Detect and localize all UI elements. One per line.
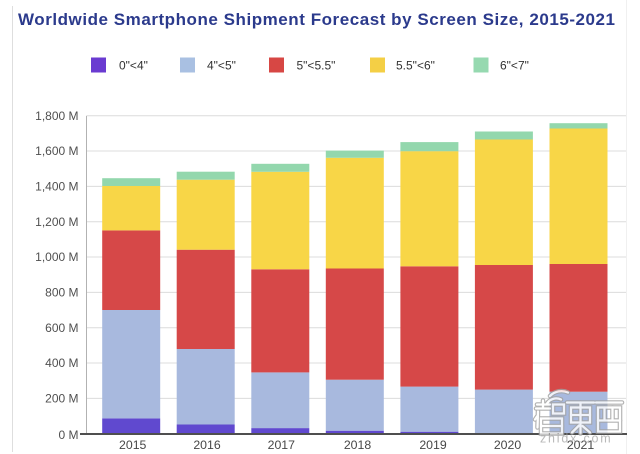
- svg-text:Worldwide Smartphone Shipment: Worldwide Smartphone Shipment Forecast b…: [18, 10, 615, 29]
- svg-text:1,800 M: 1,800 M: [35, 109, 78, 123]
- svg-text:200 M: 200 M: [45, 392, 78, 406]
- svg-text:400 M: 400 M: [45, 356, 78, 370]
- svg-text:2021: 2021: [567, 438, 595, 452]
- svg-text:1,400 M: 1,400 M: [35, 180, 78, 194]
- svg-text:0"<4": 0"<4": [119, 59, 148, 73]
- svg-text:2019: 2019: [419, 438, 447, 452]
- svg-text:600 M: 600 M: [45, 321, 78, 335]
- svg-text:4"<5": 4"<5": [207, 59, 236, 73]
- svg-text:1,600 M: 1,600 M: [35, 144, 78, 158]
- svg-text:800 M: 800 M: [45, 286, 78, 300]
- svg-text:6"<7": 6"<7": [500, 59, 529, 73]
- svg-text:2016: 2016: [193, 438, 221, 452]
- svg-text:5"<5.5": 5"<5.5": [297, 59, 336, 73]
- svg-text:2015: 2015: [119, 438, 147, 452]
- svg-text:5.5"<6": 5.5"<6": [396, 59, 435, 73]
- svg-text:1,000 M: 1,000 M: [35, 250, 78, 264]
- svg-text:zhidx.com: zhidx.com: [540, 432, 612, 446]
- svg-text:2020: 2020: [494, 438, 522, 452]
- svg-text:1,200 M: 1,200 M: [35, 215, 78, 229]
- svg-text:0 M: 0 M: [58, 428, 78, 442]
- svg-text:2017: 2017: [268, 438, 296, 452]
- svg-text:2018: 2018: [344, 438, 372, 452]
